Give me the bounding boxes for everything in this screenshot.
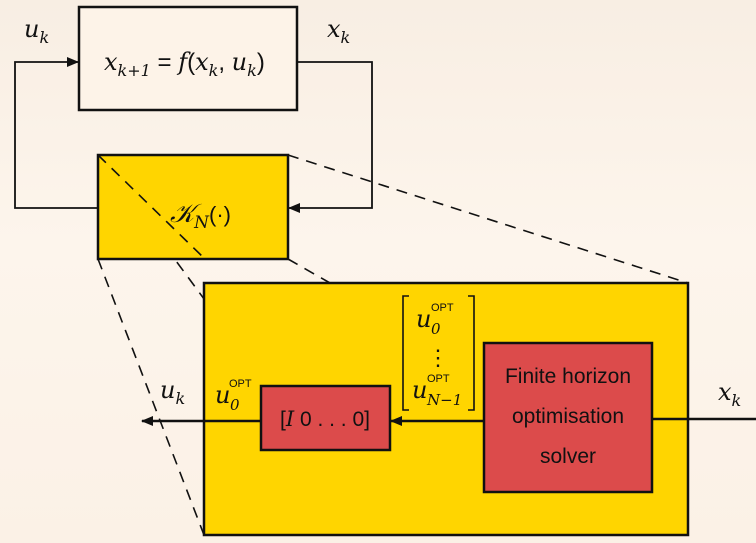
- svg-text:u: u: [412, 376, 427, 404]
- solver-label-line1: Finite horizon: [505, 365, 631, 388]
- svg-text:u: u: [416, 305, 431, 333]
- loop-control-wire: [14, 57, 98, 209]
- solver-label-line2: optimisation: [512, 405, 624, 428]
- zoom-line-bottom-right: [287, 258, 331, 284]
- label-u-output: uk: [160, 376, 185, 408]
- label-u-top: uk: [24, 15, 49, 47]
- label-u0-opt: u 0 OPT: [215, 378, 252, 414]
- plant-box: [77, 5, 299, 112]
- zoom-line-top-right: [287, 154, 689, 284]
- svg-text:N−1: N−1: [426, 391, 462, 409]
- selector-box: [259, 384, 392, 452]
- svg-text:⋮: ⋮: [427, 345, 449, 370]
- label-x-top: xk: [327, 15, 350, 47]
- solver-label-line3: solver: [540, 445, 596, 468]
- svg-text:0: 0: [230, 396, 240, 414]
- feedback-loop: [14, 57, 373, 213]
- svg-text:OPT: OPT: [427, 373, 450, 385]
- solver-box: [482, 341, 654, 494]
- svg-text:u: u: [215, 381, 230, 409]
- svg-text:0: 0: [431, 320, 441, 338]
- optimal-control-vector: u 0 OPT ⋮ u N−1 OPT: [402, 295, 475, 411]
- plant-equation: xk+1 = f(xk, uk): [104, 48, 265, 80]
- svg-text:OPT: OPT: [229, 378, 252, 390]
- zoom-line-left: [97, 258, 205, 536]
- svg-text:OPT: OPT: [431, 302, 454, 314]
- vector-right-bracket: [468, 295, 475, 411]
- controller-box: [96, 153, 290, 261]
- label-x-input: xk: [718, 378, 741, 410]
- detail-wires: [141, 416, 756, 426]
- controller-box-diagonal: [97, 154, 206, 260]
- loop-state-wire: [288, 61, 373, 213]
- selector-matrix-label: [I 0 . . . 0]: [280, 407, 370, 431]
- vector-left-bracket: [402, 295, 409, 411]
